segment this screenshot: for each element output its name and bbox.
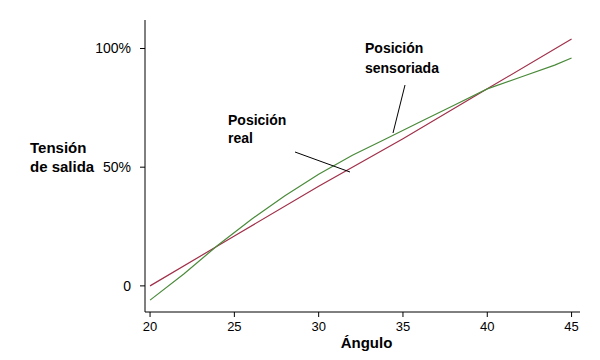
x-tick-label: 30 [311,319,325,334]
annotation-pointer [295,152,350,172]
x-tick [318,312,319,317]
y-tick [140,167,145,168]
y-tick [140,285,145,286]
series-annotation: Posiciónsensoriada [365,40,439,76]
x-tick [234,312,235,317]
chart-svg: 20 25 30 35 40 45 0 50% 100% Posiciónreal Posición… [0,0,600,360]
x-tick [150,312,151,317]
y-axis-line [145,20,146,312]
y-axis-label: Tensión de salida [30,138,102,176]
y-tick-label: 0 [123,278,131,294]
x-tick-label: 40 [480,319,494,334]
x-tick-label: 45 [564,319,578,334]
x-tick-label: 20 [143,319,157,334]
chart-root: Tensión de salida 20 25 30 35 40 45 0 50% 100% Po… [0,0,600,360]
series-line [150,58,572,300]
x-tick-label: 25 [227,319,241,334]
plot-area [150,39,572,300]
x-tick [402,312,403,317]
series-annotation: Posiciónreal [228,112,286,146]
x-tick-label: 35 [396,319,410,334]
y-tick [140,48,145,49]
x-tick [487,312,488,317]
x-axis-line [145,312,580,313]
y-tick-label: 50% [103,159,131,175]
x-tick [571,312,572,317]
y-tick-label: 100% [95,40,131,56]
annotation-pointer [393,85,405,133]
x-axis-label: Ángulo [341,334,393,351]
